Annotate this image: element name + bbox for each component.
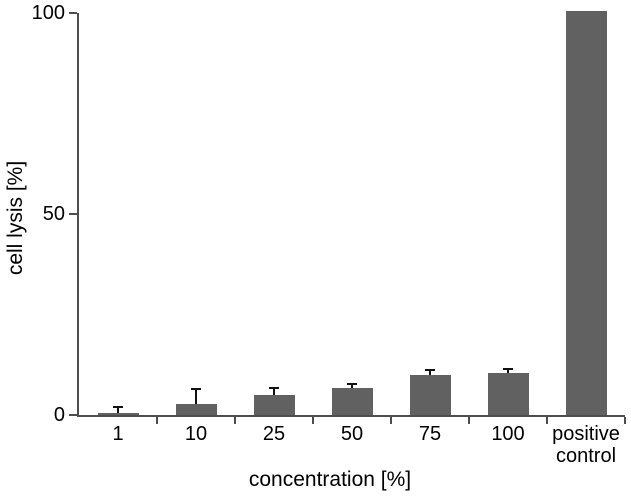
plot-area: 0 50 100 1 10 25 50 75 100 positive control [32, 2, 626, 467]
bar [97, 413, 139, 415]
bar [409, 374, 451, 415]
x-axis-tick [312, 417, 314, 424]
y-axis-tick [69, 414, 77, 416]
error-bar-whisker [351, 384, 353, 389]
error-bar-cap [113, 406, 123, 409]
x-axis-tick [390, 417, 392, 424]
x-tick-label: 50 [340, 423, 364, 445]
x-axis-tick [546, 417, 548, 424]
error-bar-cap [269, 387, 279, 390]
x-axis-tick [234, 417, 236, 424]
y-tick-label: 50 [42, 203, 65, 225]
x-tick-label: 75 [418, 423, 442, 445]
error-bar-cap [503, 368, 513, 371]
bar [487, 373, 529, 415]
x-tick-label: 1 [112, 423, 124, 445]
error-bar-whisker [429, 370, 431, 375]
y-tick-label: 0 [53, 404, 65, 426]
x-tick-label: 10 [184, 423, 208, 445]
bar [175, 404, 217, 415]
x-axis-title: concentration [%] [248, 468, 412, 491]
y-tick-label: 100 [31, 2, 65, 24]
x-axis-tick [468, 417, 470, 424]
error-bar-whisker [507, 369, 509, 374]
y-axis-tick [69, 12, 77, 15]
bar [331, 388, 373, 415]
error-bar-whisker [195, 388, 197, 405]
bar [253, 394, 295, 415]
error-bar-cap [347, 383, 357, 386]
x-axis-tick [156, 417, 158, 424]
bar [565, 11, 607, 415]
error-bar-whisker [273, 388, 275, 395]
error-bar-cap [191, 387, 201, 390]
y-axis-tick [69, 213, 77, 215]
x-axis-tick [624, 417, 626, 424]
x-tick-label: 100 [491, 423, 525, 445]
x-tick-label: positive control [552, 423, 620, 467]
x-tick-label: 25 [262, 423, 286, 445]
error-bar-whisker [117, 407, 119, 414]
error-bar-cap [425, 368, 435, 371]
